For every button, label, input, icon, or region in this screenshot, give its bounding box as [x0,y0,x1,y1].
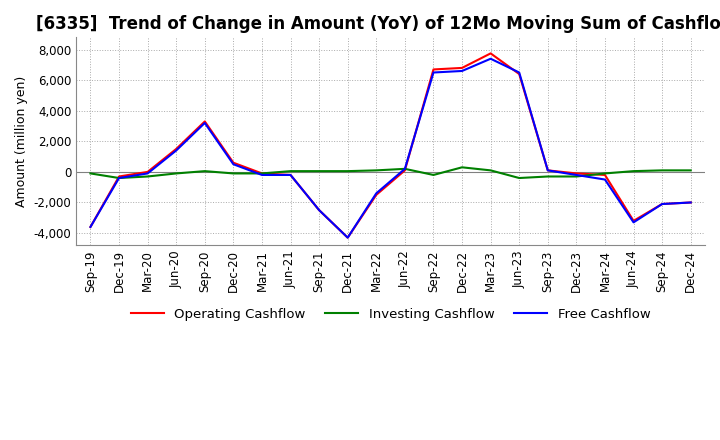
Investing Cashflow [229,171,238,176]
Investing Cashflow [572,174,581,179]
Free Cashflow [258,172,266,178]
Free Cashflow [544,168,552,173]
Free Cashflow [229,161,238,167]
Investing Cashflow [658,168,667,173]
Operating Cashflow [429,67,438,72]
Operating Cashflow [143,169,152,175]
Title: [6335]  Trend of Change in Amount (YoY) of 12Mo Moving Sum of Cashflows: [6335] Trend of Change in Amount (YoY) o… [35,15,720,33]
Investing Cashflow [429,172,438,178]
Operating Cashflow [343,235,352,240]
Investing Cashflow [258,171,266,176]
Operating Cashflow [114,174,123,179]
Investing Cashflow [372,168,381,173]
Investing Cashflow [143,174,152,179]
Operating Cashflow [200,119,209,124]
Investing Cashflow [114,176,123,181]
Operating Cashflow [287,172,295,178]
Investing Cashflow [544,174,552,179]
Free Cashflow [114,176,123,181]
Operating Cashflow [458,65,467,70]
Operating Cashflow [600,172,609,178]
Investing Cashflow [315,169,323,174]
Operating Cashflow [572,171,581,176]
Line: Operating Cashflow: Operating Cashflow [91,53,690,238]
Free Cashflow [143,171,152,176]
Investing Cashflow [686,168,695,173]
Free Cashflow [515,70,523,75]
Investing Cashflow [515,176,523,181]
Free Cashflow [429,70,438,75]
Free Cashflow [458,68,467,73]
Investing Cashflow [343,169,352,174]
Free Cashflow [400,166,409,172]
Free Cashflow [686,200,695,205]
Investing Cashflow [287,169,295,174]
Operating Cashflow [486,51,495,56]
Operating Cashflow [400,168,409,173]
Operating Cashflow [515,71,523,77]
Operating Cashflow [544,168,552,173]
Free Cashflow [200,120,209,125]
Investing Cashflow [629,169,638,174]
Free Cashflow [315,208,323,213]
Free Cashflow [343,235,352,240]
Investing Cashflow [600,171,609,176]
Investing Cashflow [486,168,495,173]
Free Cashflow [86,224,95,230]
Free Cashflow [172,148,181,153]
Free Cashflow [372,191,381,196]
Operating Cashflow [686,200,695,205]
Operating Cashflow [629,218,638,224]
Investing Cashflow [172,171,181,176]
Investing Cashflow [200,169,209,174]
Line: Investing Cashflow: Investing Cashflow [91,167,690,178]
Investing Cashflow [400,166,409,172]
Operating Cashflow [658,202,667,207]
Legend: Operating Cashflow, Investing Cashflow, Free Cashflow: Operating Cashflow, Investing Cashflow, … [125,302,656,326]
Operating Cashflow [229,160,238,165]
Y-axis label: Amount (million yen): Amount (million yen) [15,76,28,207]
Free Cashflow [287,172,295,178]
Operating Cashflow [258,171,266,176]
Line: Free Cashflow: Free Cashflow [91,59,690,238]
Free Cashflow [600,177,609,182]
Free Cashflow [572,172,581,178]
Operating Cashflow [86,224,95,230]
Free Cashflow [658,202,667,207]
Operating Cashflow [315,208,323,213]
Operating Cashflow [372,192,381,198]
Operating Cashflow [172,147,181,152]
Free Cashflow [629,220,638,225]
Investing Cashflow [86,171,95,176]
Investing Cashflow [458,165,467,170]
Free Cashflow [486,56,495,62]
